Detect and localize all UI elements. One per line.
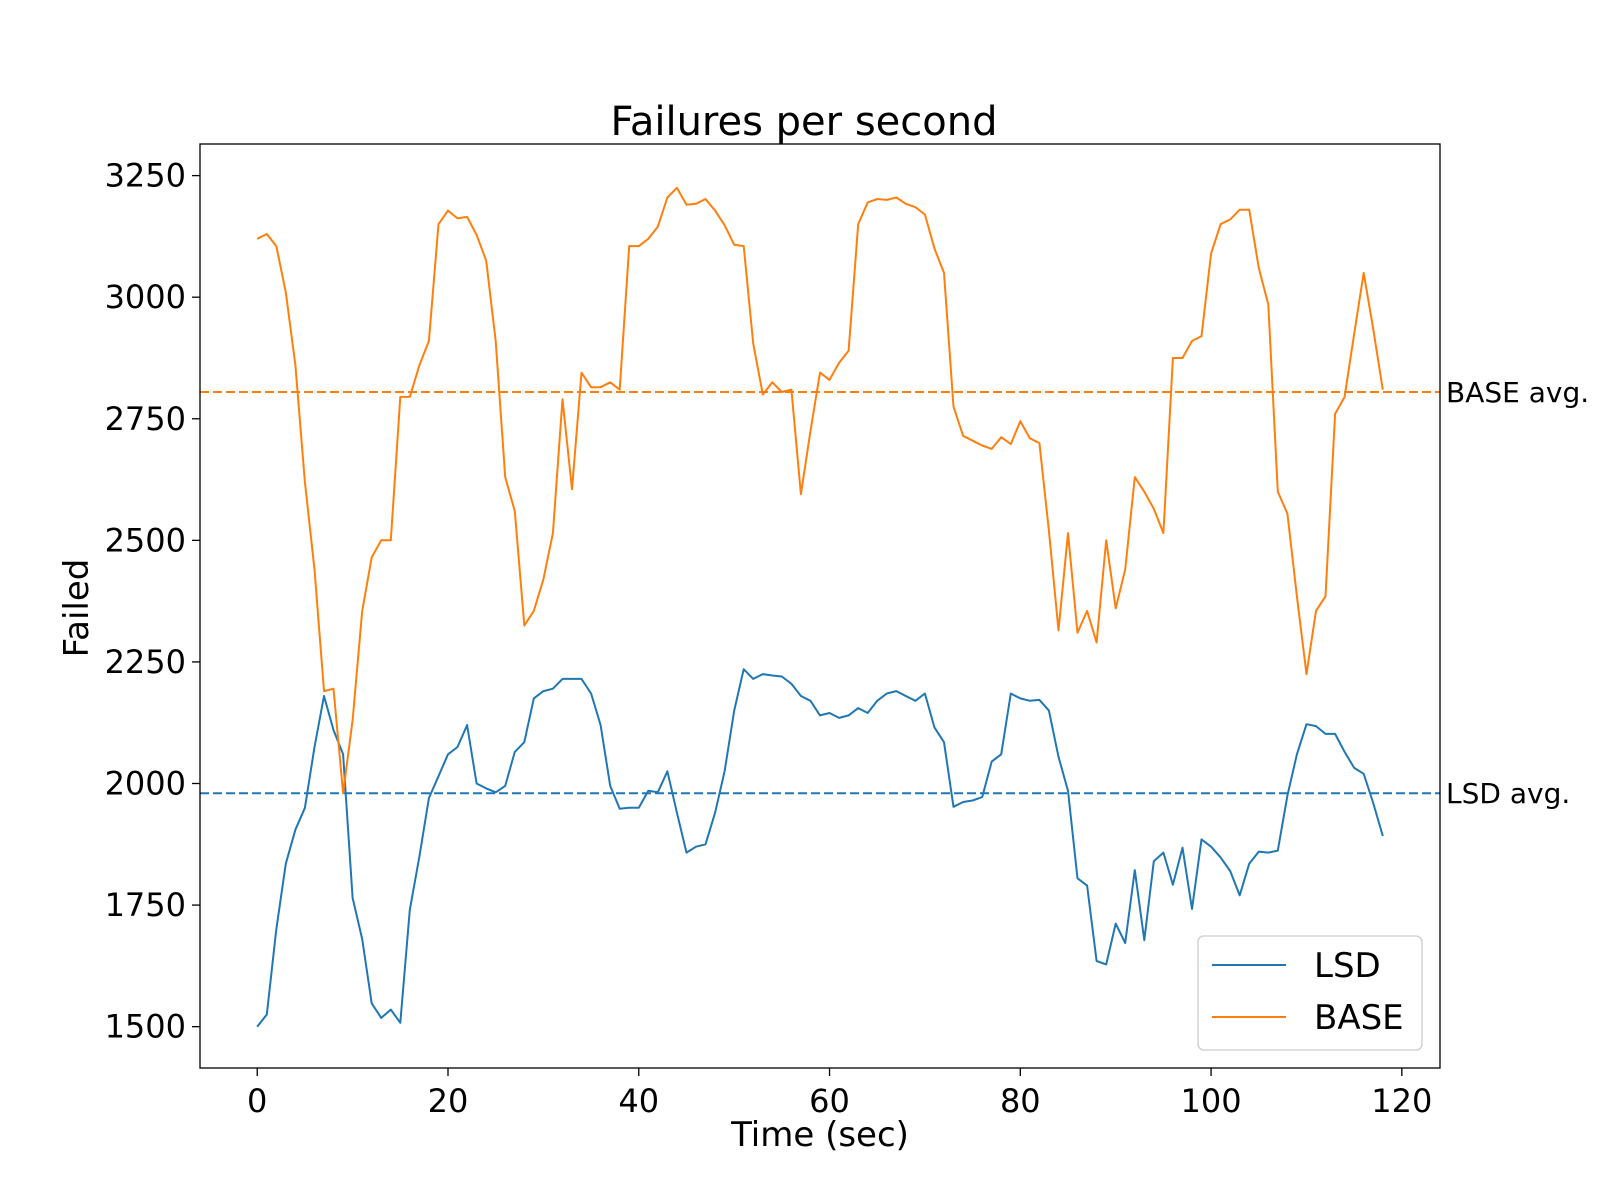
plot-frame [199, 143, 1441, 1069]
y-tick-label: 2250 [105, 643, 186, 681]
average-labels: BASE avg. LSD avg. [1446, 376, 1589, 810]
series-line-lsd [256, 668, 1384, 1028]
x-tick-label: 20 [428, 1082, 469, 1120]
x-axis-title: Time (sec) [730, 1115, 909, 1155]
legend-label-base: BASE [1314, 998, 1404, 1038]
y-tick-label: 3000 [105, 278, 186, 316]
y-tick-label: 2500 [105, 521, 186, 559]
y-tick-label: 1750 [105, 886, 186, 924]
avg-label-1: LSD avg. [1446, 777, 1570, 810]
x-tick-label: 120 [1371, 1082, 1432, 1120]
y-axis: 1500 1750 2000 2250 2500 2750 3000 3250 [105, 157, 200, 1046]
x-tick-label: 60 [809, 1082, 850, 1120]
x-tick-label: 100 [1181, 1082, 1242, 1120]
y-tick-label: 1500 [105, 1008, 186, 1046]
legend-label-lsd: LSD [1314, 946, 1381, 986]
legend: LSD BASE [1197, 935, 1423, 1051]
plot-area [200, 186, 1440, 1028]
y-tick-label: 2750 [105, 400, 186, 438]
y-tick-label: 3250 [105, 157, 186, 195]
y-tick-label: 2000 [105, 765, 186, 803]
x-tick-label: 40 [618, 1082, 659, 1120]
x-axis: 0 20 40 60 80 100 120 [247, 1068, 1432, 1120]
x-tick-label: 0 [247, 1082, 267, 1120]
chart-title: Failures per second [611, 99, 998, 145]
x-tick-label: 80 [1000, 1082, 1041, 1120]
series-line-base [256, 186, 1384, 795]
y-axis-title: Failed [57, 559, 97, 658]
avg-label-0: BASE avg. [1446, 376, 1589, 409]
